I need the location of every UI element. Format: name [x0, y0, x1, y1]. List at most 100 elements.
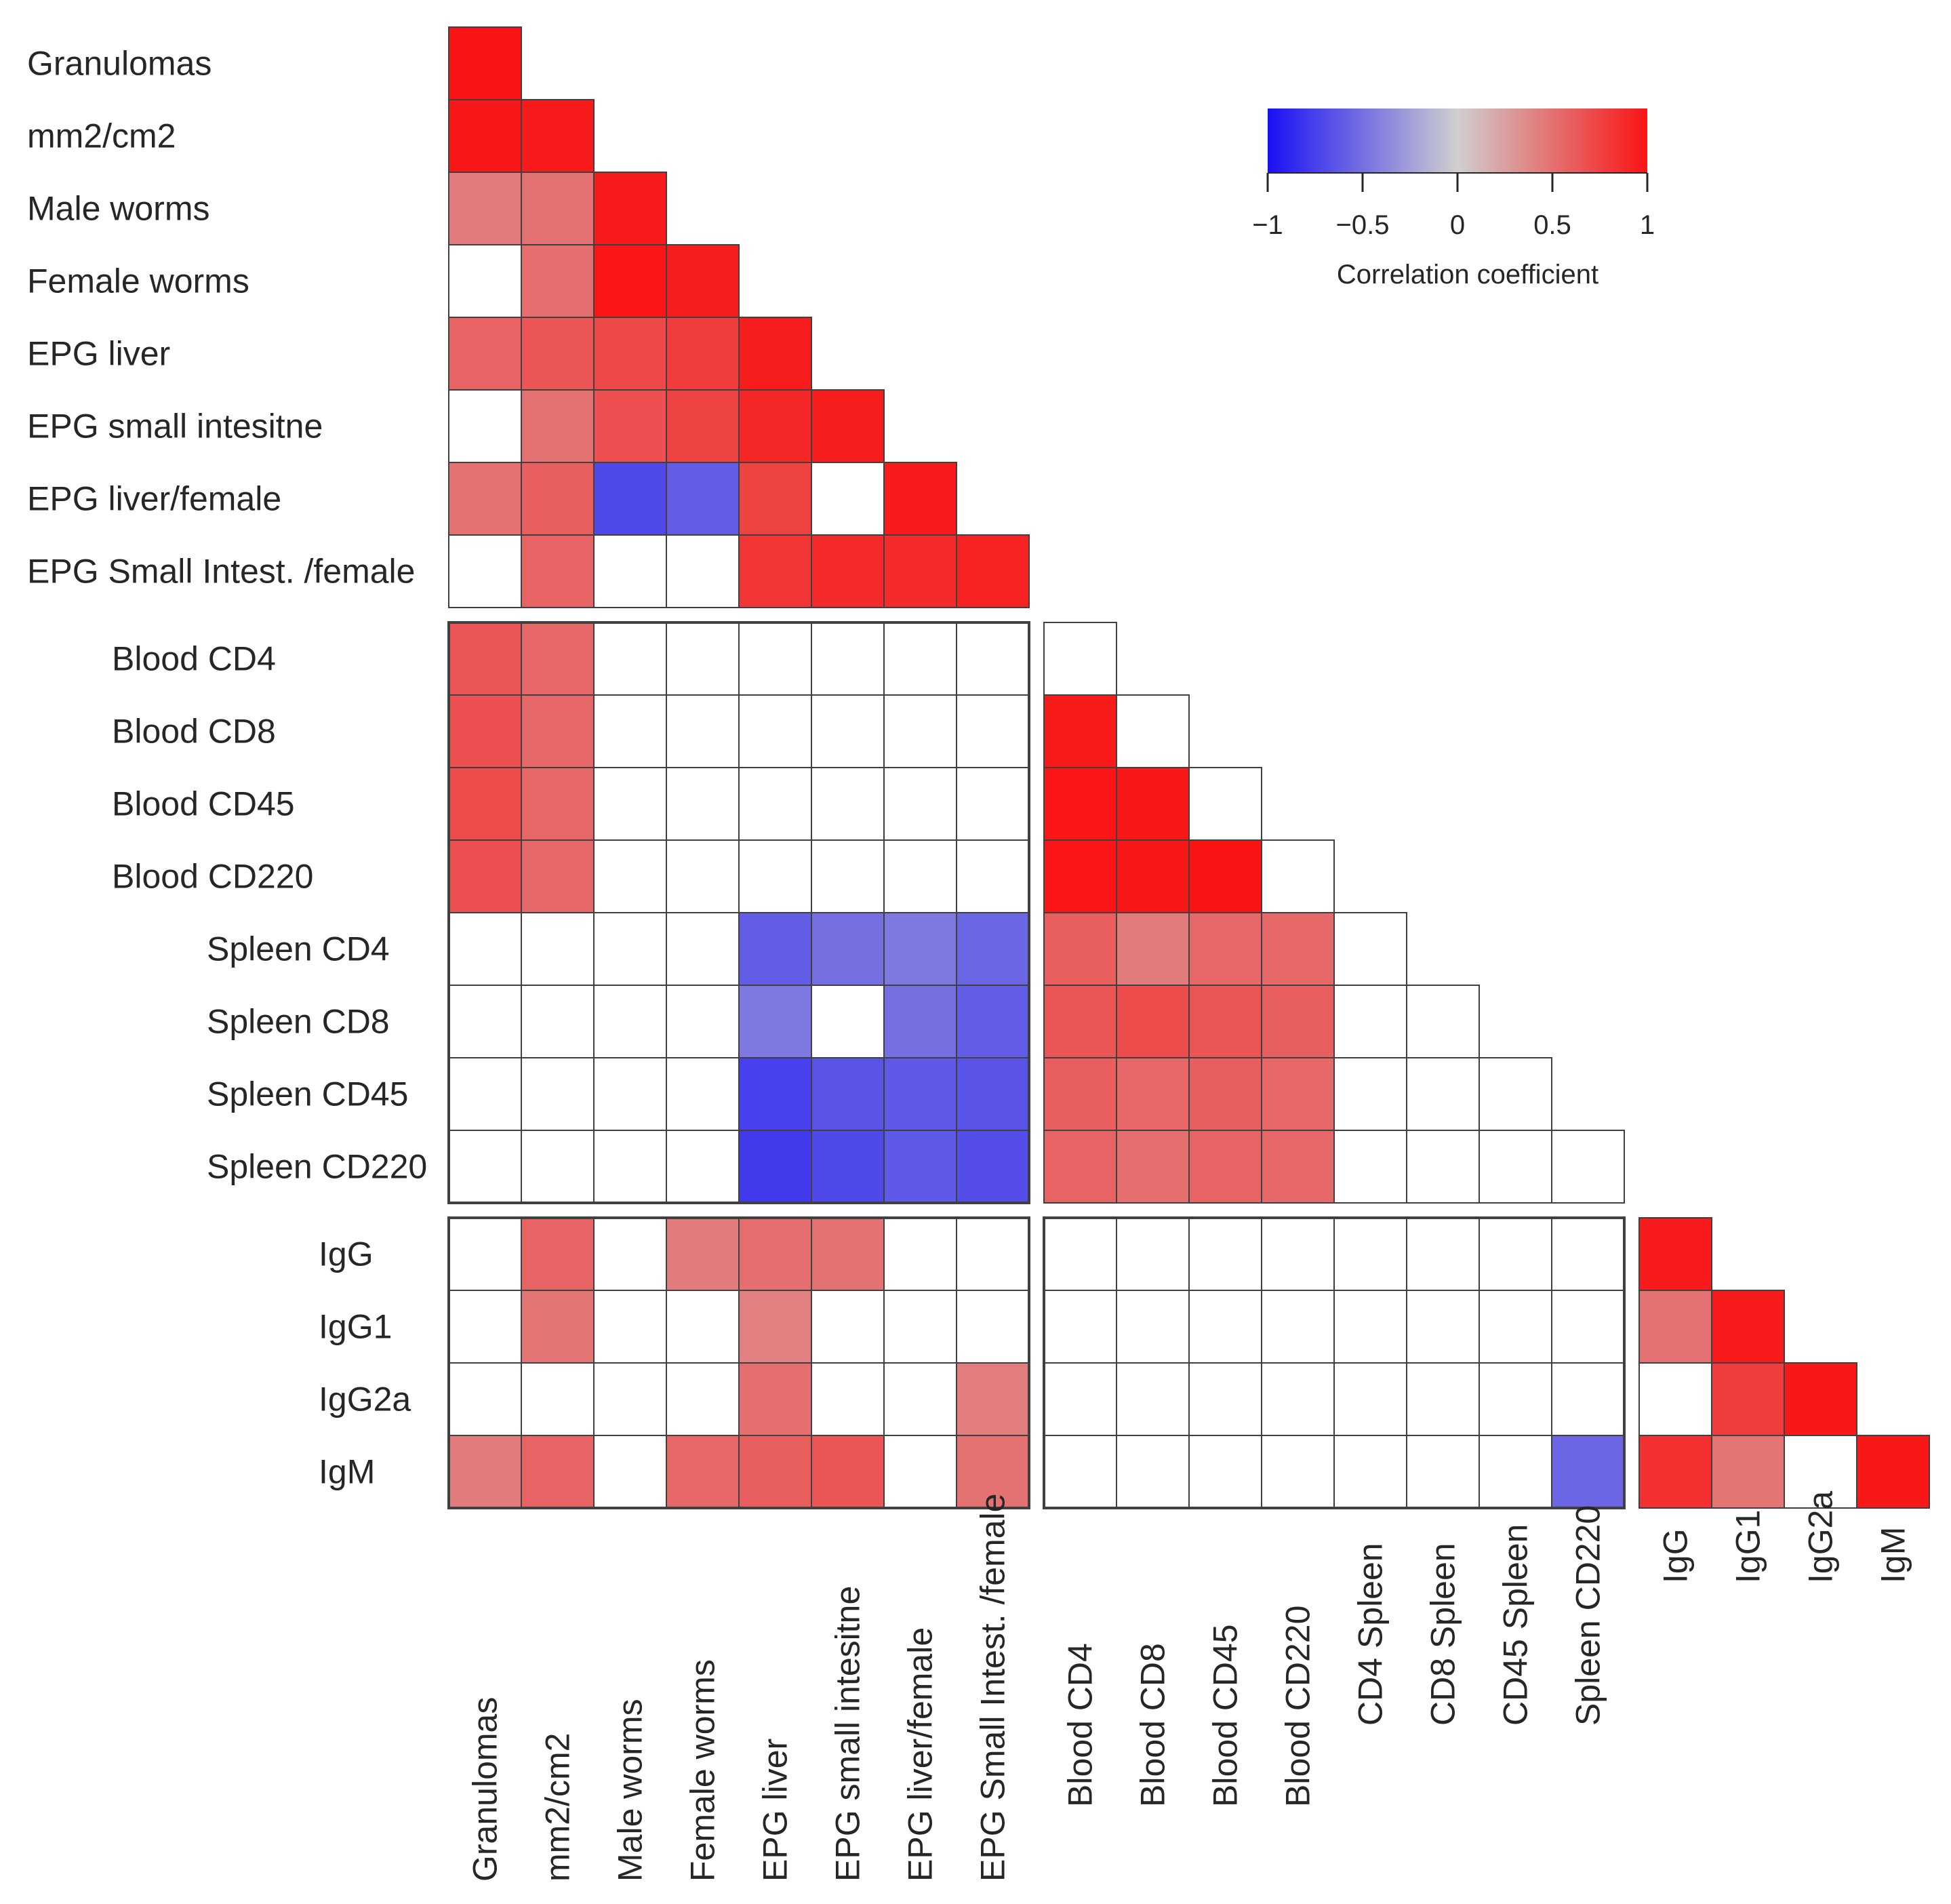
heatmap-cell	[956, 1362, 1030, 1436]
colorbar-tick-label: 0	[1450, 210, 1465, 240]
column-label: IgM	[1874, 1527, 1912, 1583]
heatmap-cell	[593, 839, 667, 913]
heatmap-cell	[1479, 1217, 1552, 1291]
heatmap-cell	[521, 462, 595, 536]
column-label: CD45 Spleen	[1497, 1524, 1535, 1726]
heatmap-cell	[521, 1217, 595, 1291]
row-label: Spleen CD45	[207, 1075, 408, 1113]
heatmap-cell	[448, 534, 522, 608]
heatmap-cell	[1638, 1290, 1712, 1364]
heatmap-cell	[738, 534, 812, 608]
heatmap-cell	[1261, 839, 1335, 913]
heatmap-cell	[738, 912, 812, 986]
colorbar-tick-label: 0.5	[1533, 210, 1571, 240]
heatmap-cell	[1043, 1130, 1117, 1204]
heatmap-cell	[448, 839, 522, 913]
heatmap-cell	[666, 694, 740, 768]
column-label: Female worms	[684, 1659, 722, 1882]
heatmap-cell	[1551, 1217, 1625, 1291]
heatmap-cell	[956, 839, 1030, 913]
heatmap-cell	[811, 1130, 885, 1204]
heatmap-cell	[1188, 1217, 1262, 1291]
heatmap-cell	[448, 912, 522, 986]
heatmap-cell	[738, 462, 812, 536]
heatmap-cell	[1406, 1435, 1480, 1509]
heatmap-cell	[1116, 1435, 1190, 1509]
heatmap-cell	[448, 1290, 522, 1364]
grid-layer	[447, 621, 1626, 1509]
column-label: EPG small intesitne	[829, 1586, 867, 1882]
heatmap-cell	[1043, 1290, 1117, 1364]
heatmap-cell	[666, 244, 740, 318]
colorbar-gradient	[1268, 108, 1647, 173]
heatmap-cell	[521, 767, 595, 841]
heatmap-cell	[883, 1290, 957, 1364]
cells-layer	[448, 26, 1930, 1509]
heatmap-cell	[1479, 1290, 1552, 1364]
heatmap-cell	[1638, 1362, 1712, 1436]
heatmap-cell	[521, 1435, 595, 1509]
heatmap-cell	[1043, 622, 1117, 696]
row-label: Blood CD8	[112, 713, 276, 751]
heatmap-cell	[1333, 1362, 1407, 1436]
heatmap-cell	[448, 1362, 522, 1436]
heatmap-cell	[883, 767, 957, 841]
heatmap-cell	[883, 1435, 957, 1509]
heatmap-cell	[883, 912, 957, 986]
heatmap-cell	[738, 1217, 812, 1291]
heatmap-cell	[738, 1057, 812, 1131]
heatmap-cell	[883, 1130, 957, 1204]
heatmap-cell	[521, 1130, 595, 1204]
row-label: EPG Small Intest. /female	[27, 553, 415, 591]
row-label: Blood CD220	[112, 858, 313, 896]
heatmap-cell	[593, 622, 667, 696]
column-label: EPG Small Intest. /female	[974, 1494, 1012, 1882]
heatmap-cell	[1333, 1057, 1407, 1131]
heatmap-cell	[1188, 1290, 1262, 1364]
heatmap-cell	[666, 534, 740, 608]
heatmap-cell	[1043, 694, 1117, 768]
heatmap-cell	[593, 1435, 667, 1509]
heatmap-cell	[1261, 1057, 1335, 1131]
heatmap-cell	[811, 985, 885, 1058]
column-label: Blood CD220	[1279, 1606, 1317, 1807]
heatmap-cell	[1784, 1435, 1857, 1509]
column-label: EPG liver/female	[902, 1627, 940, 1882]
heatmap-cell	[1406, 985, 1480, 1058]
heatmap-cell	[883, 1362, 957, 1436]
column-label: Granulomas	[466, 1697, 504, 1882]
heatmap-cell	[956, 622, 1030, 696]
heatmap-cell	[448, 1217, 522, 1291]
heatmap-cell	[1333, 1435, 1407, 1509]
heatmap-cell	[1333, 1130, 1407, 1204]
heatmap-cell	[521, 317, 595, 391]
row-label: EPG small intesitne	[27, 408, 323, 445]
row-label: EPG liver/female	[27, 480, 281, 518]
heatmap-cell	[811, 1290, 885, 1364]
heatmap-cell	[811, 534, 885, 608]
block-outline	[447, 1216, 1030, 1509]
heatmap-cell	[1043, 1057, 1117, 1131]
heatmap-cell	[1479, 1057, 1552, 1131]
heatmap-cell	[593, 912, 667, 986]
heatmap-cell	[956, 534, 1030, 608]
heatmap-cell	[883, 839, 957, 913]
heatmap-cell	[811, 1217, 885, 1291]
heatmap-cell	[448, 462, 522, 536]
heatmap-cell	[738, 389, 812, 463]
heatmap-cell	[448, 767, 522, 841]
heatmap-cell	[1043, 1362, 1117, 1436]
row-label: Spleen CD4	[207, 930, 390, 968]
heatmap-cell	[811, 462, 885, 536]
column-label: Male worms	[611, 1699, 649, 1882]
heatmap-cell	[1116, 985, 1190, 1058]
heatmap-cell	[1333, 912, 1407, 986]
heatmap-cell	[1711, 1362, 1785, 1436]
column-label: EPG liver	[757, 1739, 795, 1882]
row-label: Male worms	[27, 190, 209, 228]
heatmap-cell	[1479, 1362, 1552, 1436]
heatmap-cell	[448, 1435, 522, 1509]
heatmap-cell	[1551, 1290, 1625, 1364]
heatmap-cell	[1188, 912, 1262, 986]
